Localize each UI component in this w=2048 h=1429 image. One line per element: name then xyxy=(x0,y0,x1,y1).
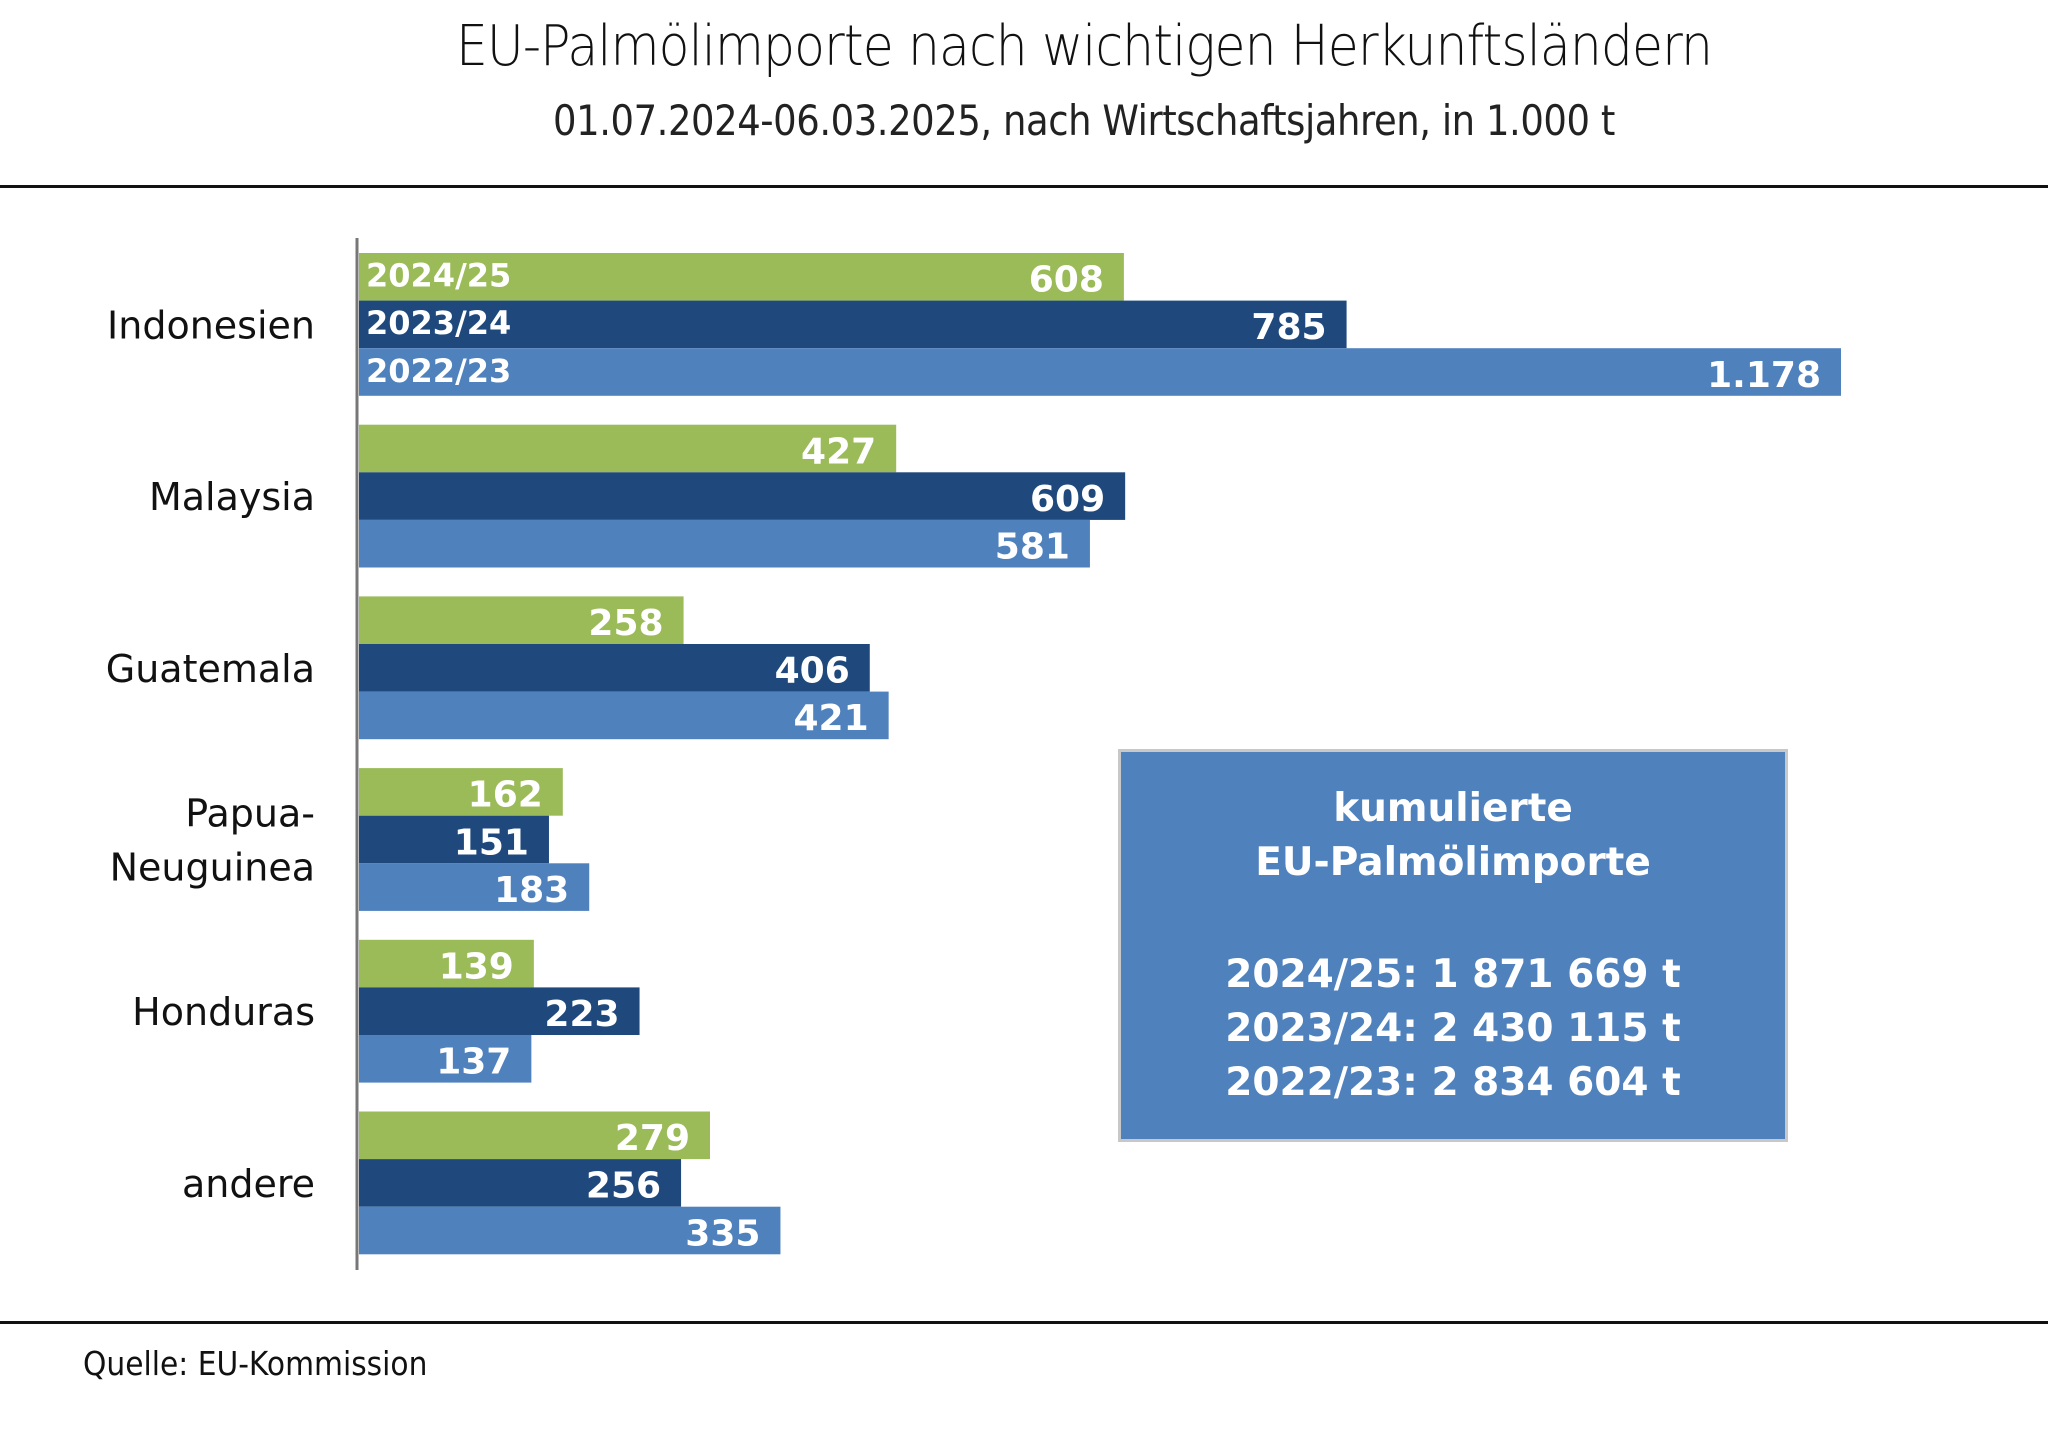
value-label: 427 xyxy=(801,431,876,472)
source-note: Quelle: EU-Kommission xyxy=(83,1344,428,1383)
chart-subtitle: 01.07.2024-06.03.2025, nach Wirtschaftsj… xyxy=(553,96,1615,145)
bar-2023-24-1 xyxy=(359,472,1126,520)
box-row-2022-23: 2022/23: 2 834 604 t xyxy=(1225,1060,1681,1105)
category-label: Honduras xyxy=(132,990,315,1034)
bar-2022-23-4 xyxy=(359,1035,532,1083)
series-legend-label: 2023/24 xyxy=(366,304,511,342)
bar-2024-25-4 xyxy=(359,939,534,988)
bar-2023-24-2 xyxy=(359,644,870,692)
value-label: 335 xyxy=(685,1213,760,1254)
top-divider xyxy=(0,185,2048,188)
bar-2023-24-4 xyxy=(359,987,640,1035)
box-title-line1: kumulierte xyxy=(1333,786,1573,831)
value-label: 162 xyxy=(468,775,543,816)
series-legend-label: 2024/25 xyxy=(366,257,511,295)
category-label: Neuguinea xyxy=(110,846,315,890)
value-label: 279 xyxy=(615,1118,690,1159)
bar-2022-23-5 xyxy=(359,1206,781,1255)
value-label: 609 xyxy=(1030,479,1105,520)
bar-2022-23-3 xyxy=(359,863,590,911)
value-label: 151 xyxy=(454,822,529,863)
value-label: 1.178 xyxy=(1707,355,1821,396)
category-label: Guatemala xyxy=(106,647,315,691)
value-label: 608 xyxy=(1029,260,1104,301)
value-label: 256 xyxy=(586,1166,661,1207)
value-label: 139 xyxy=(439,946,514,987)
box-row-2024-25: 2024/25: 1 871 669 t xyxy=(1225,952,1681,997)
bar-2024-25-2 xyxy=(359,596,684,644)
bottom-divider xyxy=(0,1321,2048,1324)
category-label: Papua- xyxy=(185,792,315,836)
value-label: 258 xyxy=(588,603,663,644)
category-label: Malaysia xyxy=(149,475,315,519)
value-label: 406 xyxy=(775,651,850,692)
category-label: andere xyxy=(182,1162,315,1206)
value-label: 581 xyxy=(995,527,1070,568)
value-label: 421 xyxy=(793,698,868,739)
bar-2022-23-1 xyxy=(359,519,1090,568)
bar-2022-23-0 xyxy=(359,348,1841,396)
bar-2023-24-5 xyxy=(359,1159,682,1207)
bar-2024-25-3 xyxy=(359,768,563,816)
value-label: 223 xyxy=(544,994,619,1035)
bar-2024-25-5 xyxy=(359,1111,710,1160)
value-label: 137 xyxy=(436,1042,511,1083)
value-label: 183 xyxy=(494,870,569,911)
bar-2024-25-0 xyxy=(359,253,1124,301)
value-label: 785 xyxy=(1251,307,1326,348)
box-title-line2: EU-Palmölimporte xyxy=(1255,840,1651,885)
bar-2023-24-3 xyxy=(359,815,549,864)
chart-title: EU-Palmölimporte nach wichtigen Herkunft… xyxy=(455,14,1713,79)
series-legend-label: 2022/23 xyxy=(366,352,511,390)
cumulative-imports-box: kumulierte EU-Palmölimporte 2024/25: 1 8… xyxy=(1118,749,1788,1142)
box-row-2023-24: 2023/24: 2 430 115 t xyxy=(1225,1006,1681,1051)
bar-2023-24-0 xyxy=(359,300,1347,349)
bar-2024-25-1 xyxy=(359,424,897,473)
category-label: Indonesien xyxy=(107,303,315,347)
bar-2022-23-2 xyxy=(359,691,889,740)
